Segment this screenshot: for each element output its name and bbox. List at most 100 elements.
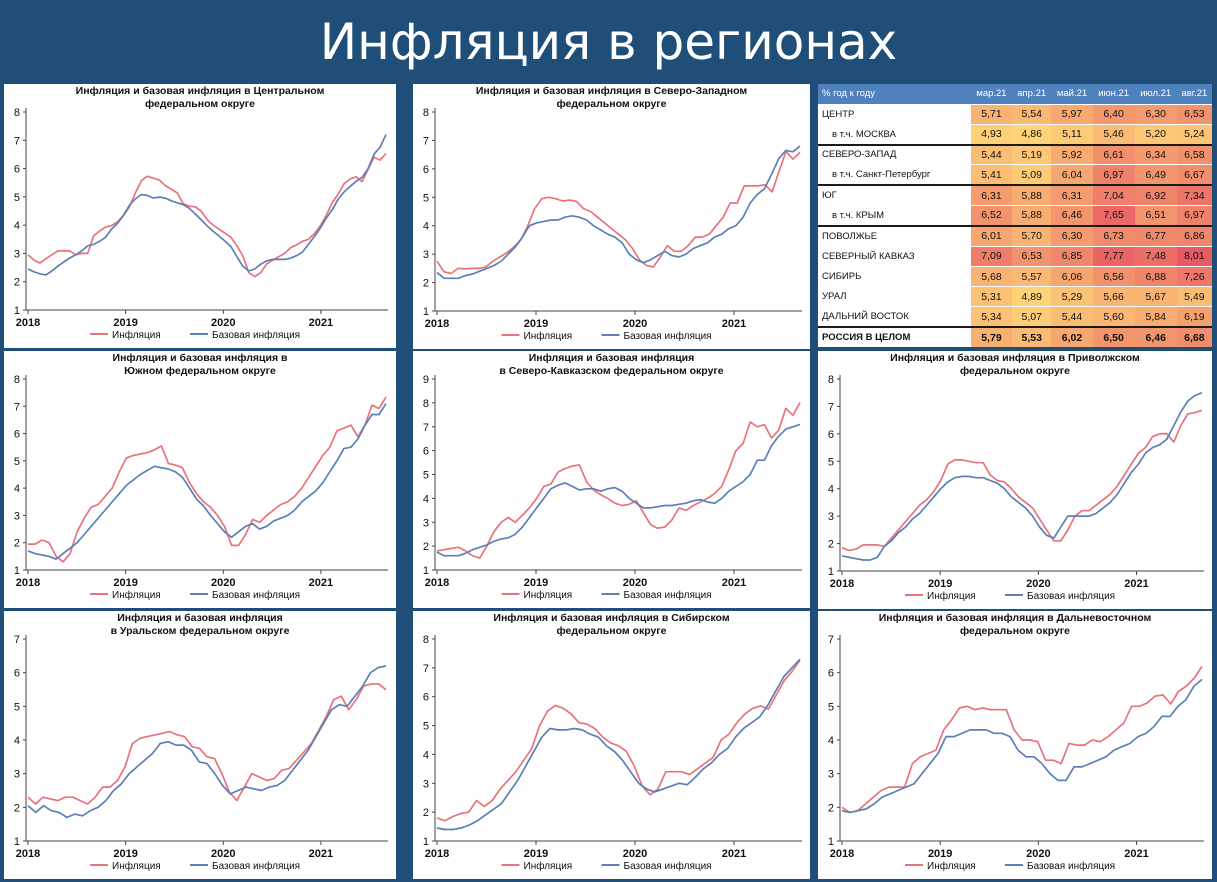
chart-panel-south: Инфляция и базовая инфляция в Южном федер… — [4, 351, 396, 608]
y-tick-label: 7 — [423, 422, 429, 434]
core-inflation-series-line — [436, 423, 801, 557]
y-tick-label: 5 — [828, 701, 834, 713]
table-row: СЕВЕРО-ЗАПАД 5,44 5,19 5,92 6,61 6,34 6,58 — [818, 143, 1212, 165]
y-tick-label: 6 — [828, 668, 834, 680]
table-header-row: % год к году мар.21 апр.21 май.21 июн.21 июл.… — [818, 84, 1212, 104]
table-cell: 6,02 — [1051, 326, 1093, 347]
chart-title-line: федеральном округе — [145, 98, 255, 110]
x-tick-label: 2021 — [722, 848, 746, 860]
table-cell: 5,71 — [970, 103, 1013, 125]
x-tick-label: 2021 — [722, 577, 746, 589]
table-cell: 7,09 — [970, 245, 1013, 267]
table-cell: 5,34 — [970, 306, 1013, 328]
y-tick-label: 4 — [14, 483, 20, 495]
core-inflation-series-line — [436, 658, 801, 831]
y-tick-label: 7 — [828, 634, 834, 646]
x-tick-label: 2020 — [623, 848, 647, 860]
x-tick-label: 2019 — [524, 848, 548, 860]
table-cell: 5,57 — [1012, 265, 1052, 287]
y-tick-label: 3 — [828, 769, 834, 781]
x-tick-label: 2020 — [1026, 578, 1050, 590]
table-row-label: в т.ч. МОСКВА — [818, 123, 971, 145]
y-tick-label: 5 — [423, 192, 429, 204]
y-tick-label: 4 — [423, 221, 429, 233]
table-cell: 5,20 — [1134, 123, 1177, 145]
table-cell: 6,31 — [970, 184, 1013, 206]
y-tick-label: 2 — [14, 277, 20, 289]
table-cell: 6,34 — [1134, 143, 1177, 165]
table-cell: 6,06 — [1051, 265, 1093, 287]
table-cell: 5,44 — [1051, 306, 1093, 328]
legend-core-label: Базовая инфляция — [212, 860, 300, 872]
chart-title-line: Южном федеральном округе — [124, 365, 276, 377]
core-inflation-series-line — [27, 403, 387, 560]
y-tick-label: 5 — [14, 701, 20, 713]
y-tick-label: 7 — [423, 135, 429, 147]
table-row: ЦЕНТР 5,71 5,54 5,97 6,40 6,30 6,53 — [818, 103, 1212, 125]
y-tick-label: 3 — [423, 517, 429, 529]
inflation-table: % год к году мар.21 апр.21 май.21 июн.21 июл.… — [818, 84, 1212, 347]
chart-title-line: Инфляция и базовая инфляция — [529, 352, 695, 364]
y-tick-label: 1 — [423, 306, 429, 318]
legend-inflation-label: Инфляция — [112, 589, 161, 601]
legend-inflation-label: Инфляция — [524, 589, 573, 601]
table-cell: 6,77 — [1134, 224, 1177, 247]
table-row: в т.ч. КРЫМ 6,52 5,88 6,46 7,65 6,51 6,97 — [818, 204, 1212, 226]
y-tick-label: 7 — [14, 401, 20, 413]
table-cell: 6,85 — [1051, 245, 1093, 267]
table-row: ЮГ 6,31 5,88 6,31 7,04 6,92 7,34 — [818, 184, 1212, 206]
table-cell: 6,49 — [1134, 164, 1177, 186]
x-tick-label: 2020 — [1026, 848, 1050, 860]
y-tick-label: 8 — [14, 107, 20, 119]
core-inflation-series-line — [841, 678, 1203, 814]
table-cell: 6,01 — [970, 224, 1013, 247]
table-cell: 5,67 — [1134, 286, 1177, 307]
table-row-label: ДАЛЬНИЙ ВОСТОК — [818, 306, 971, 328]
legend-inflation-label: Инфляция — [927, 860, 976, 872]
table-row-label: в т.ч. Санкт-Петербург — [818, 164, 971, 186]
table-row: ПОВОЛЖЬЕ 6,01 5,70 6,30 6,73 6,77 6,86 — [818, 224, 1212, 247]
inflation-series-line — [28, 396, 387, 563]
table-cell: 5,66 — [1092, 286, 1135, 307]
legend-core-label: Базовая инфляция — [212, 329, 300, 341]
table-cell: 5,29 — [1051, 286, 1093, 307]
y-tick-label: 2 — [423, 278, 429, 290]
table-cell: 7,26 — [1176, 265, 1212, 287]
table-cell: 6,61 — [1092, 143, 1135, 165]
table-cell: 5,97 — [1051, 103, 1093, 125]
legend-core-label: Базовая инфляция — [1027, 860, 1115, 872]
y-tick-label: 3 — [828, 511, 834, 523]
table-cell: 5,88 — [1012, 204, 1052, 226]
table-cell: 6,73 — [1092, 224, 1135, 247]
legend-core-label: Базовая инфляция — [624, 589, 712, 601]
table-cell: 6,46 — [1134, 326, 1177, 347]
y-tick-label: 2 — [828, 539, 834, 551]
x-tick-label: 2020 — [623, 318, 647, 330]
table-cell: 5,84 — [1134, 306, 1177, 328]
table-cell: 6,50 — [1092, 326, 1135, 347]
y-tick-label: 9 — [423, 374, 429, 386]
chart-panel-ural: Инфляция и базовая инфляция в Уральском ф… — [4, 611, 396, 879]
table-cell: 6,56 — [1092, 265, 1135, 287]
table-row: в т.ч. Санкт-Петербург 5,41 5,09 6,04 6,97 6,… — [818, 164, 1212, 186]
table-cell: 8,01 — [1176, 245, 1212, 267]
table-cell: 5,49 — [1176, 286, 1212, 307]
table-cell: 6,04 — [1051, 164, 1093, 186]
y-tick-label: 6 — [423, 164, 429, 176]
y-tick-label: 5 — [828, 456, 834, 468]
table-cell: 6,53 — [1012, 245, 1052, 267]
table-row-label: ЮГ — [818, 184, 971, 206]
legend-inflation-label: Инфляция — [112, 329, 161, 341]
core-inflation-series-line — [27, 665, 387, 819]
chart-panel-siberia: Инфляция и базовая инфляция в Сибирском ф… — [413, 611, 810, 879]
table-row-label: ПОВОЛЖЬЕ — [818, 224, 971, 247]
table-cell: 6,51 — [1134, 204, 1177, 226]
table-column-header: июл.21 — [1134, 84, 1177, 104]
y-tick-label: 3 — [423, 778, 429, 790]
table-cell: 6,68 — [1176, 326, 1212, 347]
x-tick-label: 2018 — [830, 848, 854, 860]
y-tick-label: 7 — [828, 401, 834, 413]
table-row-label: РОССИЯ В ЦЕЛОМ — [818, 326, 971, 347]
